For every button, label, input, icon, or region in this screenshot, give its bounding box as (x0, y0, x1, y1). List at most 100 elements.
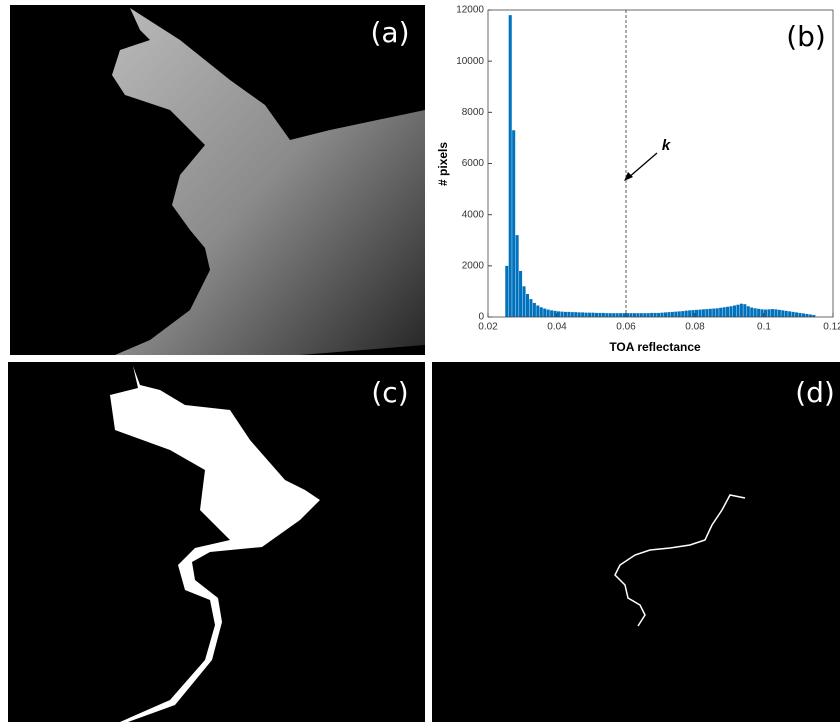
y-tick-label: 2000 (462, 260, 485, 271)
bar (695, 309, 699, 317)
bar (726, 306, 730, 317)
bar (770, 309, 774, 317)
bar (522, 286, 526, 317)
bar (519, 270, 523, 317)
bar (570, 312, 574, 317)
bar (636, 313, 640, 317)
bar (798, 312, 802, 317)
axes-box (487, 9, 834, 318)
bar (808, 314, 812, 317)
bar (760, 309, 764, 317)
bar (788, 311, 792, 317)
image-d (432, 362, 840, 722)
x-tick-label: 0.12 (823, 322, 840, 333)
bar (622, 313, 626, 317)
bar (657, 312, 661, 317)
bar (515, 235, 519, 317)
bar (715, 308, 719, 317)
bar (691, 310, 695, 317)
bar (560, 311, 564, 317)
bar (781, 310, 785, 317)
annotation: k (662, 137, 671, 154)
bar (594, 312, 598, 317)
y-tick-label: 4000 (462, 209, 485, 220)
bar (767, 309, 771, 317)
bar (563, 311, 567, 317)
bar (584, 312, 588, 317)
x-axis-label: TOA reflectance (609, 340, 701, 354)
bar (581, 312, 585, 317)
bar (732, 305, 736, 317)
plume (112, 8, 425, 355)
bar (812, 314, 816, 317)
x-tick-label: 0.04 (547, 322, 567, 333)
panel-label: (d) (795, 376, 835, 409)
bar (532, 302, 536, 317)
y-tick-label: 0 (478, 312, 484, 323)
bar (525, 293, 529, 317)
x-tick-label: 0.08 (685, 322, 705, 333)
bar (753, 308, 757, 317)
bar (650, 312, 654, 317)
bar (643, 313, 647, 317)
bar (791, 311, 795, 317)
bar (712, 308, 716, 317)
bar (708, 308, 712, 317)
panel-label: (a) (370, 16, 409, 49)
bar (608, 313, 612, 317)
y-tick-label: 10000 (456, 56, 484, 67)
bar (705, 309, 709, 317)
y-tick-label: 12000 (456, 5, 484, 16)
bar (577, 312, 581, 317)
y-axis-label: # pixels (436, 142, 450, 186)
bar (757, 308, 761, 317)
panel-d: (d) (432, 362, 840, 722)
panel-label: (c) (371, 376, 408, 409)
bar (736, 304, 740, 317)
bar (670, 311, 674, 317)
bar (750, 307, 754, 317)
y-tick-label: 6000 (462, 158, 485, 169)
bar (550, 310, 554, 317)
bar (739, 303, 743, 317)
bar (722, 307, 726, 317)
x-tick-label: 0.06 (616, 322, 636, 333)
bar (743, 304, 747, 317)
bar (663, 312, 667, 317)
bar (805, 313, 809, 317)
bar (639, 313, 643, 317)
bar (574, 312, 578, 317)
bar (777, 309, 781, 317)
bar (598, 312, 602, 317)
bar (677, 311, 681, 317)
arrow-head (624, 172, 633, 181)
x-tick-label: 0.02 (478, 322, 498, 333)
bar (688, 310, 692, 317)
bar (660, 312, 664, 317)
panel-b: (b) TOA reflectance # pixels k 0 2000 4000… (436, 5, 840, 355)
bar (612, 313, 616, 317)
bar (557, 311, 561, 317)
edge (614, 494, 746, 627)
bar (601, 312, 605, 317)
bar (632, 313, 636, 317)
bar (698, 309, 702, 317)
x-tick-label: 0.1 (757, 322, 771, 333)
bar (646, 313, 650, 317)
bar (543, 308, 547, 317)
panel-label: (b) (786, 20, 826, 53)
bar (588, 312, 592, 317)
bar (626, 313, 630, 317)
bar (746, 306, 750, 317)
bar (764, 309, 768, 317)
bar (553, 310, 557, 317)
bar (567, 311, 571, 317)
bar (784, 310, 788, 317)
bar (505, 265, 509, 317)
bar (681, 311, 685, 317)
bar (536, 305, 540, 317)
bar (674, 311, 678, 317)
bar (605, 313, 609, 317)
bar (774, 309, 778, 317)
